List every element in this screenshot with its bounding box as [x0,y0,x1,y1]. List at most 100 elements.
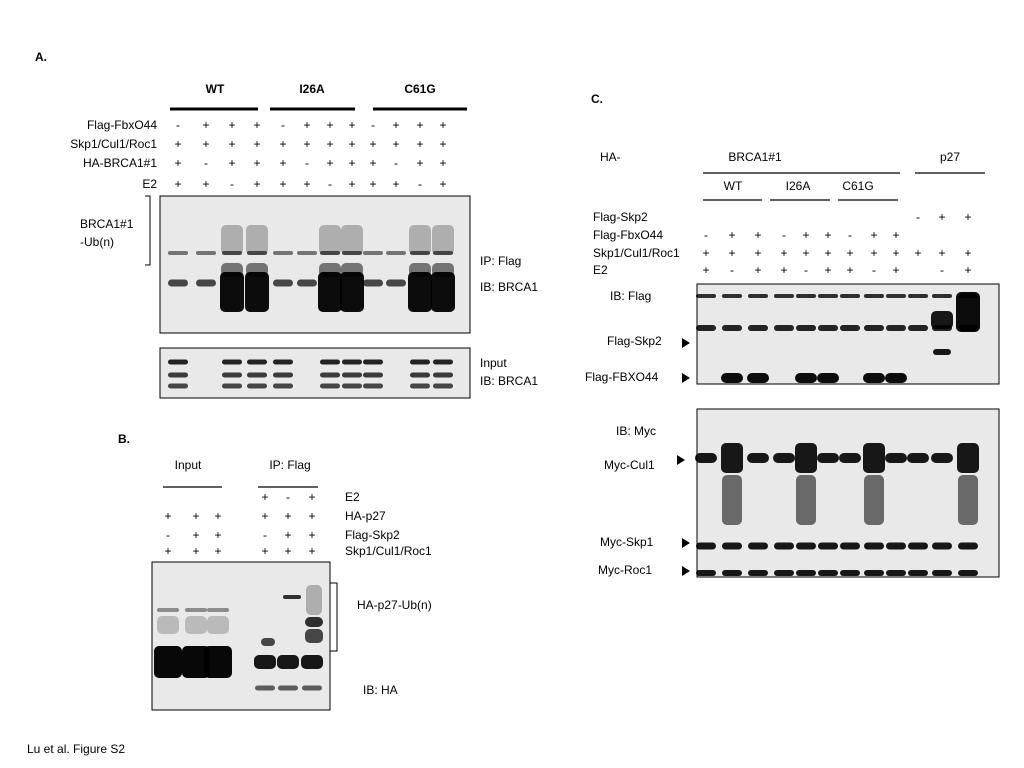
blot-band [774,325,794,331]
lane-sign: + [279,177,286,191]
blot-band [305,629,323,643]
lane-sign: + [261,509,268,523]
blot-band [886,570,906,576]
lane-sign: - [305,156,309,170]
blot-band [222,251,242,255]
row-label: Flag-FbxO44 [87,118,157,132]
blot-band [247,251,267,255]
blot-band [207,616,229,634]
blot-band [154,646,182,678]
blot-band [433,251,453,255]
blot-band [840,294,860,298]
arrowhead [677,455,685,465]
blot-band [283,595,301,599]
blot-band [932,294,952,298]
blot-band [748,325,768,331]
blot-band [863,373,885,383]
lane-sign: + [348,177,355,191]
blot [696,283,1000,385]
lane-sign: + [416,156,423,170]
lane-sign: + [938,210,945,224]
row-label: E2 [345,490,360,504]
bracket [330,582,338,652]
lane-sign: + [802,228,809,242]
blot-band [168,359,188,365]
blot-band [696,325,716,331]
row-label: HA-BRCA1#1 [83,156,157,170]
blot-band [748,570,768,576]
lane-sign: + [369,137,376,151]
blot-band [204,646,232,678]
blot-band [320,372,340,378]
blot-band [318,272,342,312]
lane-sign: + [228,137,235,151]
blot-band [956,292,980,332]
row-label: Skp1/Cul1/Roc1 [345,544,432,558]
panel-label: B. [118,432,130,446]
blot-label: IB: Myc [616,424,656,438]
blot-band [864,294,884,298]
blot-label: IB: Flag [610,289,651,303]
lane-sign: + [439,177,446,191]
blot-band [340,272,364,312]
lane-sign: + [253,137,260,151]
lane-sign: + [202,177,209,191]
blot-band [864,325,884,331]
prefix-label: HA- [600,150,621,164]
row-label: Flag-Skp2 [593,210,648,224]
lane-sign: + [416,118,423,132]
blot-band [722,325,742,331]
blot-band [408,272,432,312]
blot-band [185,616,207,634]
blot-band [696,570,716,576]
blot-band [221,263,243,277]
blot-band [320,251,340,255]
lane-sign: + [192,528,199,542]
blot-band [932,542,952,550]
lane-sign: + [308,528,315,542]
blot-band [363,372,383,378]
blot-band [721,443,743,473]
blot-band [722,294,742,298]
lane-sign: + [284,509,291,523]
panel-label: C. [591,92,603,106]
blot-band [696,542,716,550]
group-label: WT [206,82,225,96]
row-label: Flag-Skp2 [345,528,400,542]
blot-band [722,475,742,525]
lane-sign: + [308,490,315,504]
blot-band [908,325,928,331]
blot-band [747,453,769,463]
lane-sign: + [228,118,235,132]
blot-band [319,263,341,277]
lane-sign: + [702,246,709,260]
blot-band [433,359,453,365]
blot-band [796,325,816,331]
lane-sign: + [892,263,899,277]
blot-band [157,608,179,612]
blot-band [247,372,267,378]
blot-band [774,542,794,550]
lane-sign: + [914,246,921,260]
blot-band [182,646,210,678]
blot-band [342,383,362,389]
row-label: Skp1/Cul1/Roc1 [593,246,680,260]
arrowhead [682,338,690,348]
footer: Lu et al. Figure S2 [27,742,125,756]
blot-label: Myc-Skp1 [600,535,654,549]
blot-band [695,453,717,463]
blot-band [433,372,453,378]
blot-band [222,359,242,365]
blot-band [958,542,978,550]
lane-sign: - [204,156,208,170]
lane-sign: + [846,263,853,277]
lane-sign: + [326,118,333,132]
blot-band [168,279,188,287]
blot-band [363,251,383,255]
blot-band [863,443,885,473]
blot-band [817,373,839,383]
blot-band [931,453,953,463]
blot-band [168,251,188,255]
lane-sign: + [303,177,310,191]
blot-band [409,263,431,277]
